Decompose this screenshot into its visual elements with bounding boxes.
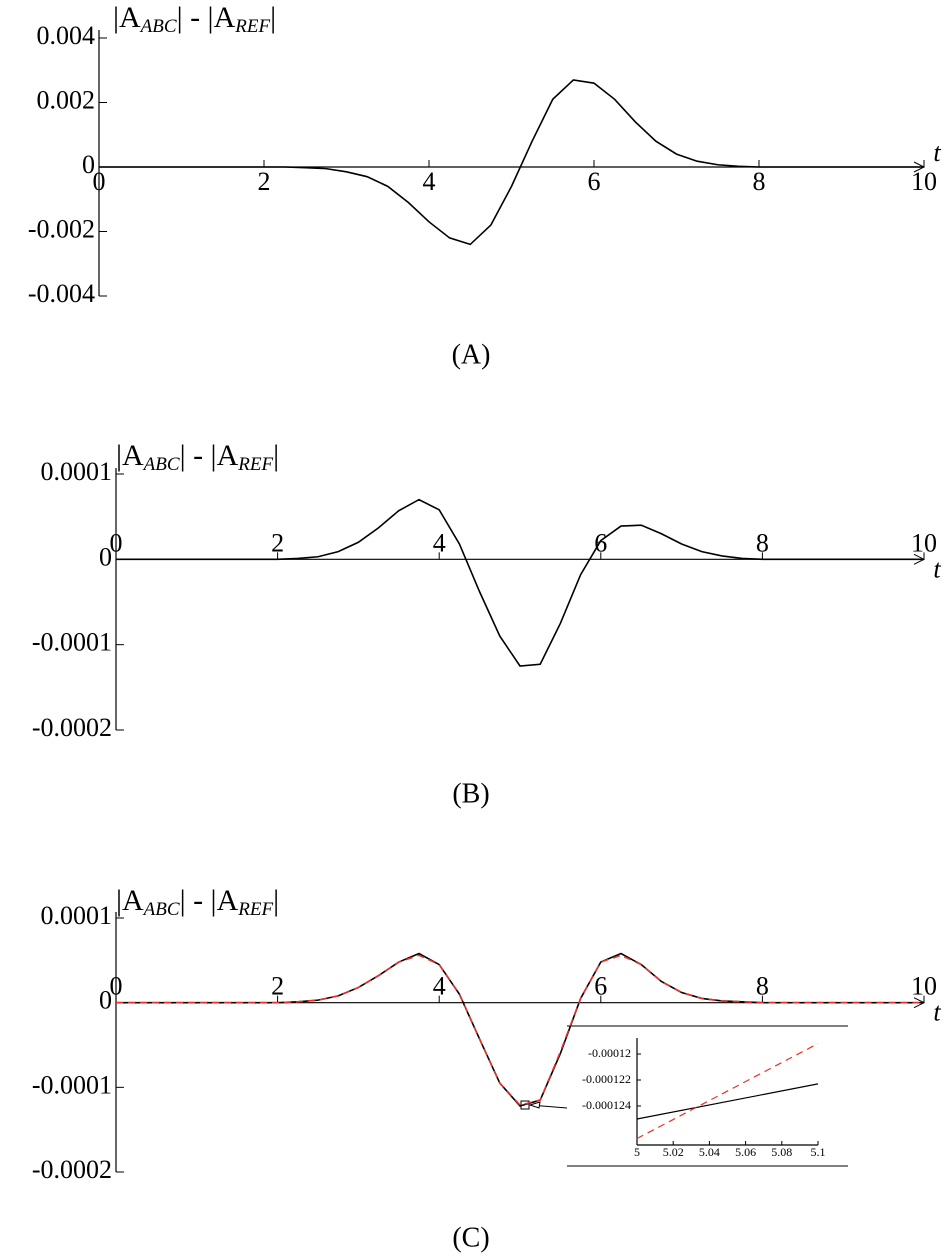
- y-tick-label: -0.0001: [32, 1070, 112, 1099]
- x-tick-label: 4: [433, 972, 446, 1001]
- y-tick-label: 0: [82, 150, 95, 179]
- y-tick-label: 0.0001: [41, 901, 113, 930]
- data-line: [636, 1083, 819, 1120]
- x-tick-label: 10: [911, 167, 937, 196]
- data-line: [116, 954, 924, 1107]
- y-tick-label: 0: [99, 986, 112, 1015]
- y-tick-label: -0.00012: [588, 1046, 631, 1060]
- title-part: ABC: [139, 16, 177, 37]
- y-tick-label: -0.0002: [32, 1155, 112, 1184]
- y-tick-label: 0.0001: [41, 457, 113, 486]
- x-tick-label: 4: [423, 167, 436, 196]
- x-tick-label: 2: [271, 528, 284, 557]
- x-tick-label: 6: [594, 528, 607, 557]
- caption: (C): [452, 1222, 489, 1253]
- y-tick-label: -0.0002: [32, 713, 112, 742]
- x-tick-label: 5.02: [663, 1145, 684, 1159]
- title-part: |: [273, 884, 279, 917]
- x-tick-label: 6: [594, 972, 607, 1001]
- title-part: | - |A: [177, 1, 236, 34]
- x-tick-label: 10: [911, 972, 937, 1001]
- y-tick-label: 0.004: [37, 21, 96, 50]
- x-tick-label: 2: [271, 972, 284, 1001]
- y-axis-title: |AABC| - |AREF|: [113, 1, 276, 37]
- zoom-arrow-head: [528, 1101, 541, 1109]
- x-tick-label: 5: [634, 1145, 640, 1159]
- title-part: |A: [113, 1, 141, 34]
- x-tick-label: 5.08: [771, 1145, 792, 1159]
- data-line: [99, 79, 924, 246]
- title-part: ABC: [142, 454, 180, 475]
- title-part: |A: [116, 884, 144, 917]
- title-part: REF: [237, 899, 273, 920]
- x-tick-label: 8: [753, 167, 766, 196]
- title-part: |: [270, 1, 276, 34]
- title-part: |A: [116, 439, 144, 472]
- y-axis-title: |AABC| - |AREF|: [116, 884, 279, 920]
- title-part: | - |A: [180, 439, 239, 472]
- y-axis-title: |AABC| - |AREF|: [116, 439, 279, 475]
- x-tick-label: 10: [911, 528, 937, 557]
- x-tick-label: 5.1: [811, 1145, 826, 1159]
- y-tick-label: -0.002: [28, 214, 95, 243]
- y-tick-label: -0.000122: [582, 1072, 631, 1086]
- x-tick-label: 0: [110, 972, 123, 1001]
- x-tick-label: 2: [258, 167, 271, 196]
- y-tick-label: 0: [99, 542, 112, 571]
- data-line: [116, 952, 924, 1107]
- x-tick-label: 8: [756, 528, 769, 557]
- title-part: |: [273, 439, 279, 472]
- caption: (B): [452, 778, 489, 809]
- y-tick-label: -0.004: [28, 279, 95, 308]
- x-tick-label: 5.06: [735, 1145, 756, 1159]
- x-tick-label: 6: [588, 167, 601, 196]
- y-tick-label: -0.0001: [32, 628, 112, 657]
- x-tick-label: 0: [110, 528, 123, 557]
- x-tick-label: 5.04: [699, 1145, 720, 1159]
- x-tick-label: 8: [756, 972, 769, 1001]
- data-line: [636, 1043, 819, 1140]
- y-tick-label: -0.000124: [582, 1098, 631, 1112]
- title-part: ABC: [142, 899, 180, 920]
- x-tick-label: 4: [433, 528, 446, 557]
- title-part: REF: [234, 16, 270, 37]
- x-axis-title: t: [933, 554, 941, 583]
- title-part: | - |A: [180, 884, 239, 917]
- x-axis-title: t: [933, 998, 941, 1027]
- x-axis-title: t: [933, 138, 941, 167]
- y-tick-label: 0.002: [37, 85, 96, 114]
- title-part: REF: [237, 454, 273, 475]
- caption: (A): [452, 339, 491, 370]
- data-line: [116, 498, 924, 667]
- x-tick-label: 0: [93, 167, 106, 196]
